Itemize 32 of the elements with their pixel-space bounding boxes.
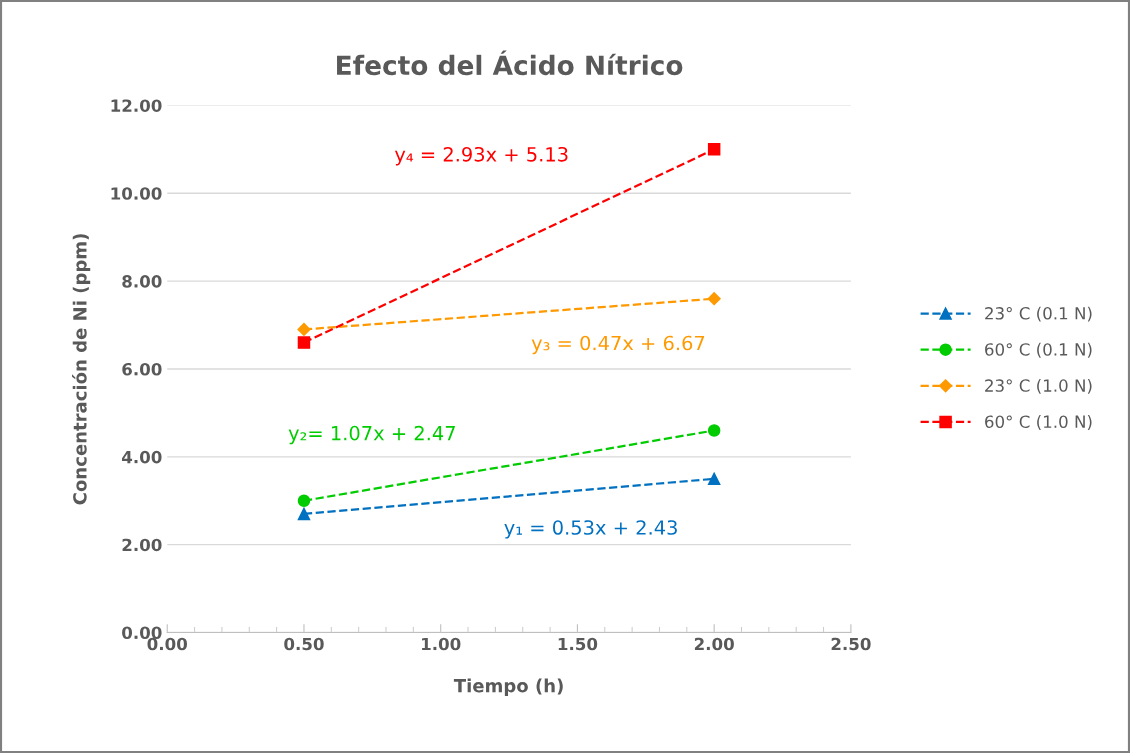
x-tick-label: 1.50 [558,637,598,651]
point [707,472,721,486]
x-tick-label: 2.00 [694,637,734,651]
legend-label: 60° C (1.0 N) [985,415,1092,430]
y-tick-label: 6.00 [122,362,162,376]
y-tick-label: 4.00 [122,450,162,464]
x-tick-label: 1.00 [422,637,461,651]
annotation: y₁ = 0.53x + 2.43 [504,520,677,539]
legend-label: 23° C (0.1 N) [985,306,1092,322]
annotation: y₂= 1.07x + 2.47 [288,425,455,445]
x-tick-label: 2.50 [831,637,871,651]
y-tick-label: 10.00 [111,187,162,200]
x-tick-label: 0.00 [147,637,187,651]
x-axis-title: Tiempo (h) [453,678,563,696]
chart-title: Efecto del Ácido Nítrico [337,50,683,76]
y-axis-title: Concentración de Ni (ppm) [72,234,91,505]
point [707,143,721,156]
point [707,424,721,437]
x-tick-label: 0.50 [284,637,324,651]
y-tick-label: 8.00 [122,275,162,288]
point [297,494,311,507]
y-tick-label: 0.00 [122,626,162,640]
point [297,336,311,349]
annotation: y₃ = 0.47x + 6.67 [531,335,705,355]
legend-label: 23° C (1.0 N) [985,378,1092,394]
point [297,507,311,521]
point [707,292,721,306]
point [297,322,311,337]
y-tick-label: 12.00 [111,99,162,112]
legend-label: 60° C (0.1 N) [985,342,1092,358]
annotation: y₄ = 2.93x + 5.13 [394,146,568,166]
y-tick-label: 2.00 [122,538,162,552]
